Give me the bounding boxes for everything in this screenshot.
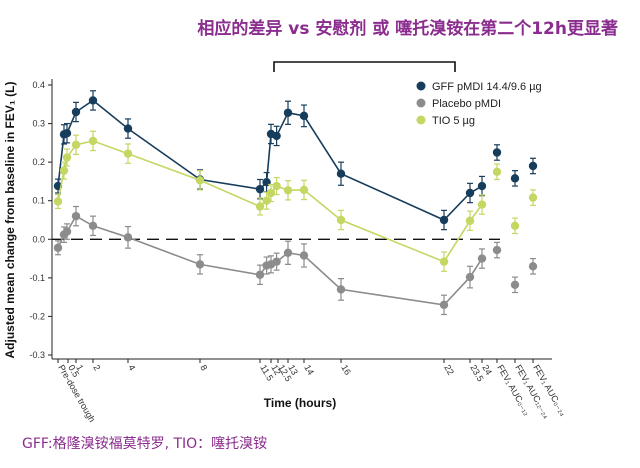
data-point <box>62 153 72 162</box>
x-tick-label: 14 <box>302 363 316 377</box>
data-point <box>439 257 449 266</box>
data-point <box>477 200 487 209</box>
legend-marker <box>416 98 426 108</box>
legend-label: GFF pMDI 14.4/9.6 µg <box>432 81 542 93</box>
x-tick-label: 22 <box>442 363 456 377</box>
y-tick-label: 0.4 <box>32 80 45 90</box>
data-point <box>465 272 475 282</box>
data-point <box>88 221 98 230</box>
data-point <box>88 96 98 105</box>
data-point <box>477 181 487 191</box>
y-tick-label: -0.1 <box>29 273 45 283</box>
data-point <box>255 270 265 279</box>
data-point <box>62 129 72 138</box>
x-tick-label: 8 <box>198 363 209 372</box>
data-point <box>336 169 346 178</box>
y-tick-label: 0.3 <box>32 119 45 129</box>
summary-point <box>492 245 502 255</box>
y-tick-label: -0.3 <box>29 350 45 360</box>
abbreviation-footnote: GFF:格隆溴铵福莫特罗, TIO：噻托溴铵 <box>22 436 268 452</box>
legend-label: Placebo pMDI <box>432 98 501 110</box>
x-tick-label: 16 <box>339 363 353 377</box>
data-point <box>272 131 281 141</box>
data-point <box>299 185 309 195</box>
x-axis-title: Time (hours) <box>264 396 336 410</box>
data-point <box>465 216 475 225</box>
data-point <box>299 251 309 260</box>
data-point <box>59 166 69 175</box>
data-point <box>439 300 449 310</box>
data-point <box>262 178 271 187</box>
legend-marker <box>416 115 426 125</box>
x-tick-label: 13 <box>286 363 300 377</box>
summary-point <box>510 280 520 289</box>
data-point <box>71 140 81 149</box>
data-point <box>53 197 63 206</box>
legend-marker <box>416 81 426 91</box>
summary-point <box>528 193 538 202</box>
data-point <box>71 211 81 221</box>
data-point <box>262 196 271 205</box>
data-point <box>266 188 276 198</box>
x-tick-label: 2 <box>91 363 102 372</box>
data-point <box>71 107 81 117</box>
data-point <box>477 254 487 263</box>
data-point <box>283 186 293 195</box>
y-tick-label: 0.0 <box>32 234 45 244</box>
x-tick-label: 1 <box>74 363 85 372</box>
x-tick-label: 4 <box>126 363 137 372</box>
data-point <box>255 202 265 211</box>
x-tick-label: 12 <box>269 363 283 377</box>
y-tick-label: -0.2 <box>29 311 45 321</box>
data-point <box>62 227 72 236</box>
summary-point <box>510 174 520 183</box>
summary-point <box>492 148 502 157</box>
data-point <box>465 188 475 198</box>
data-point <box>336 285 346 294</box>
summary-point <box>492 167 502 176</box>
data-point <box>123 233 133 242</box>
period-bracket <box>273 61 456 72</box>
data-point <box>272 181 281 191</box>
y-tick-label: 0.1 <box>32 196 45 206</box>
x-tick-label: 24 <box>480 363 494 377</box>
summary-point <box>528 262 538 271</box>
y-axis-title: Adjusted mean change from baseline in FE… <box>3 81 17 358</box>
data-point <box>123 149 133 158</box>
data-point <box>255 184 265 194</box>
chart-banner: 相应的差异 vs 安慰剂 或 噻托溴铵在第二个12h更显著 <box>197 19 618 39</box>
data-point <box>272 257 281 266</box>
data-point <box>283 108 293 117</box>
data-point <box>299 111 309 121</box>
summary-point <box>510 221 520 230</box>
legend-label: TIO 5 µg <box>432 115 475 127</box>
data-point <box>195 176 205 185</box>
data-point <box>439 215 449 225</box>
data-point <box>195 260 205 269</box>
data-point <box>283 248 293 257</box>
data-point <box>123 124 133 133</box>
data-point <box>336 215 346 225</box>
data-point <box>53 243 63 252</box>
summary-point <box>528 161 538 171</box>
y-tick-label: 0.2 <box>32 157 45 167</box>
data-point <box>88 136 98 146</box>
